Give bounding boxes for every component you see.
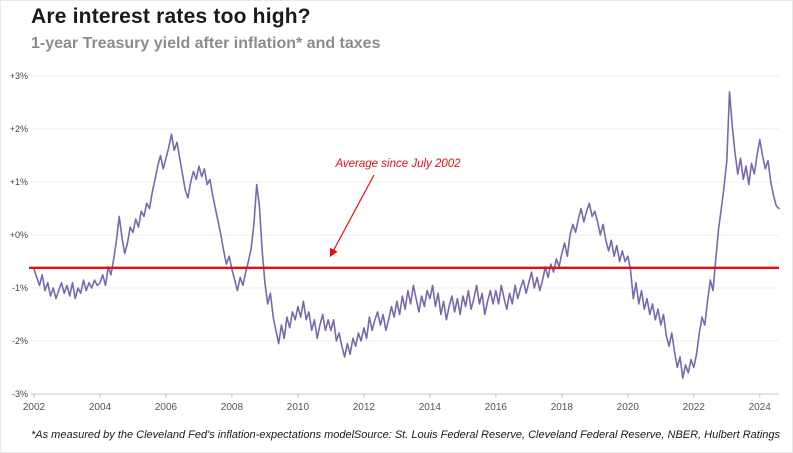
y-tick-label: -2%	[12, 336, 28, 346]
x-tick-label: 2014	[419, 402, 442, 413]
y-tick-label: +0%	[10, 230, 28, 240]
x-tick-label: 2016	[485, 402, 508, 413]
x-tick-label: 2002	[23, 402, 46, 413]
x-tick-label: 2018	[551, 402, 574, 413]
average-arrow	[329, 174, 375, 258]
x-tick-label: 2022	[683, 402, 706, 413]
footnote: *As measured by the Cleveland Fed's infl…	[31, 429, 355, 441]
x-tick-label: 2006	[155, 402, 178, 413]
y-tick-label: +3%	[10, 71, 28, 81]
source-credit: Source: St. Louis Federal Reserve, Cleve…	[353, 429, 780, 441]
average-annotation: Average since July 2002	[334, 158, 461, 170]
x-tick-label: 2004	[89, 402, 112, 413]
y-tick-label: +2%	[10, 124, 28, 134]
x-tick-label: 2020	[617, 402, 640, 413]
x-tick-label: 2024	[749, 402, 772, 413]
page-subtitle: 1-year Treasury yield after inflation* a…	[31, 35, 381, 52]
x-tick-label: 2012	[353, 402, 376, 413]
series-line	[33, 91, 780, 379]
page-title: Are interest rates too high?	[31, 5, 311, 28]
y-tick-label: +1%	[10, 177, 28, 187]
y-tick-label: -3%	[12, 389, 28, 399]
y-tick-label: -1%	[12, 283, 28, 293]
x-tick-label: 2010	[287, 402, 310, 413]
x-tick-label: 2008	[221, 402, 244, 413]
